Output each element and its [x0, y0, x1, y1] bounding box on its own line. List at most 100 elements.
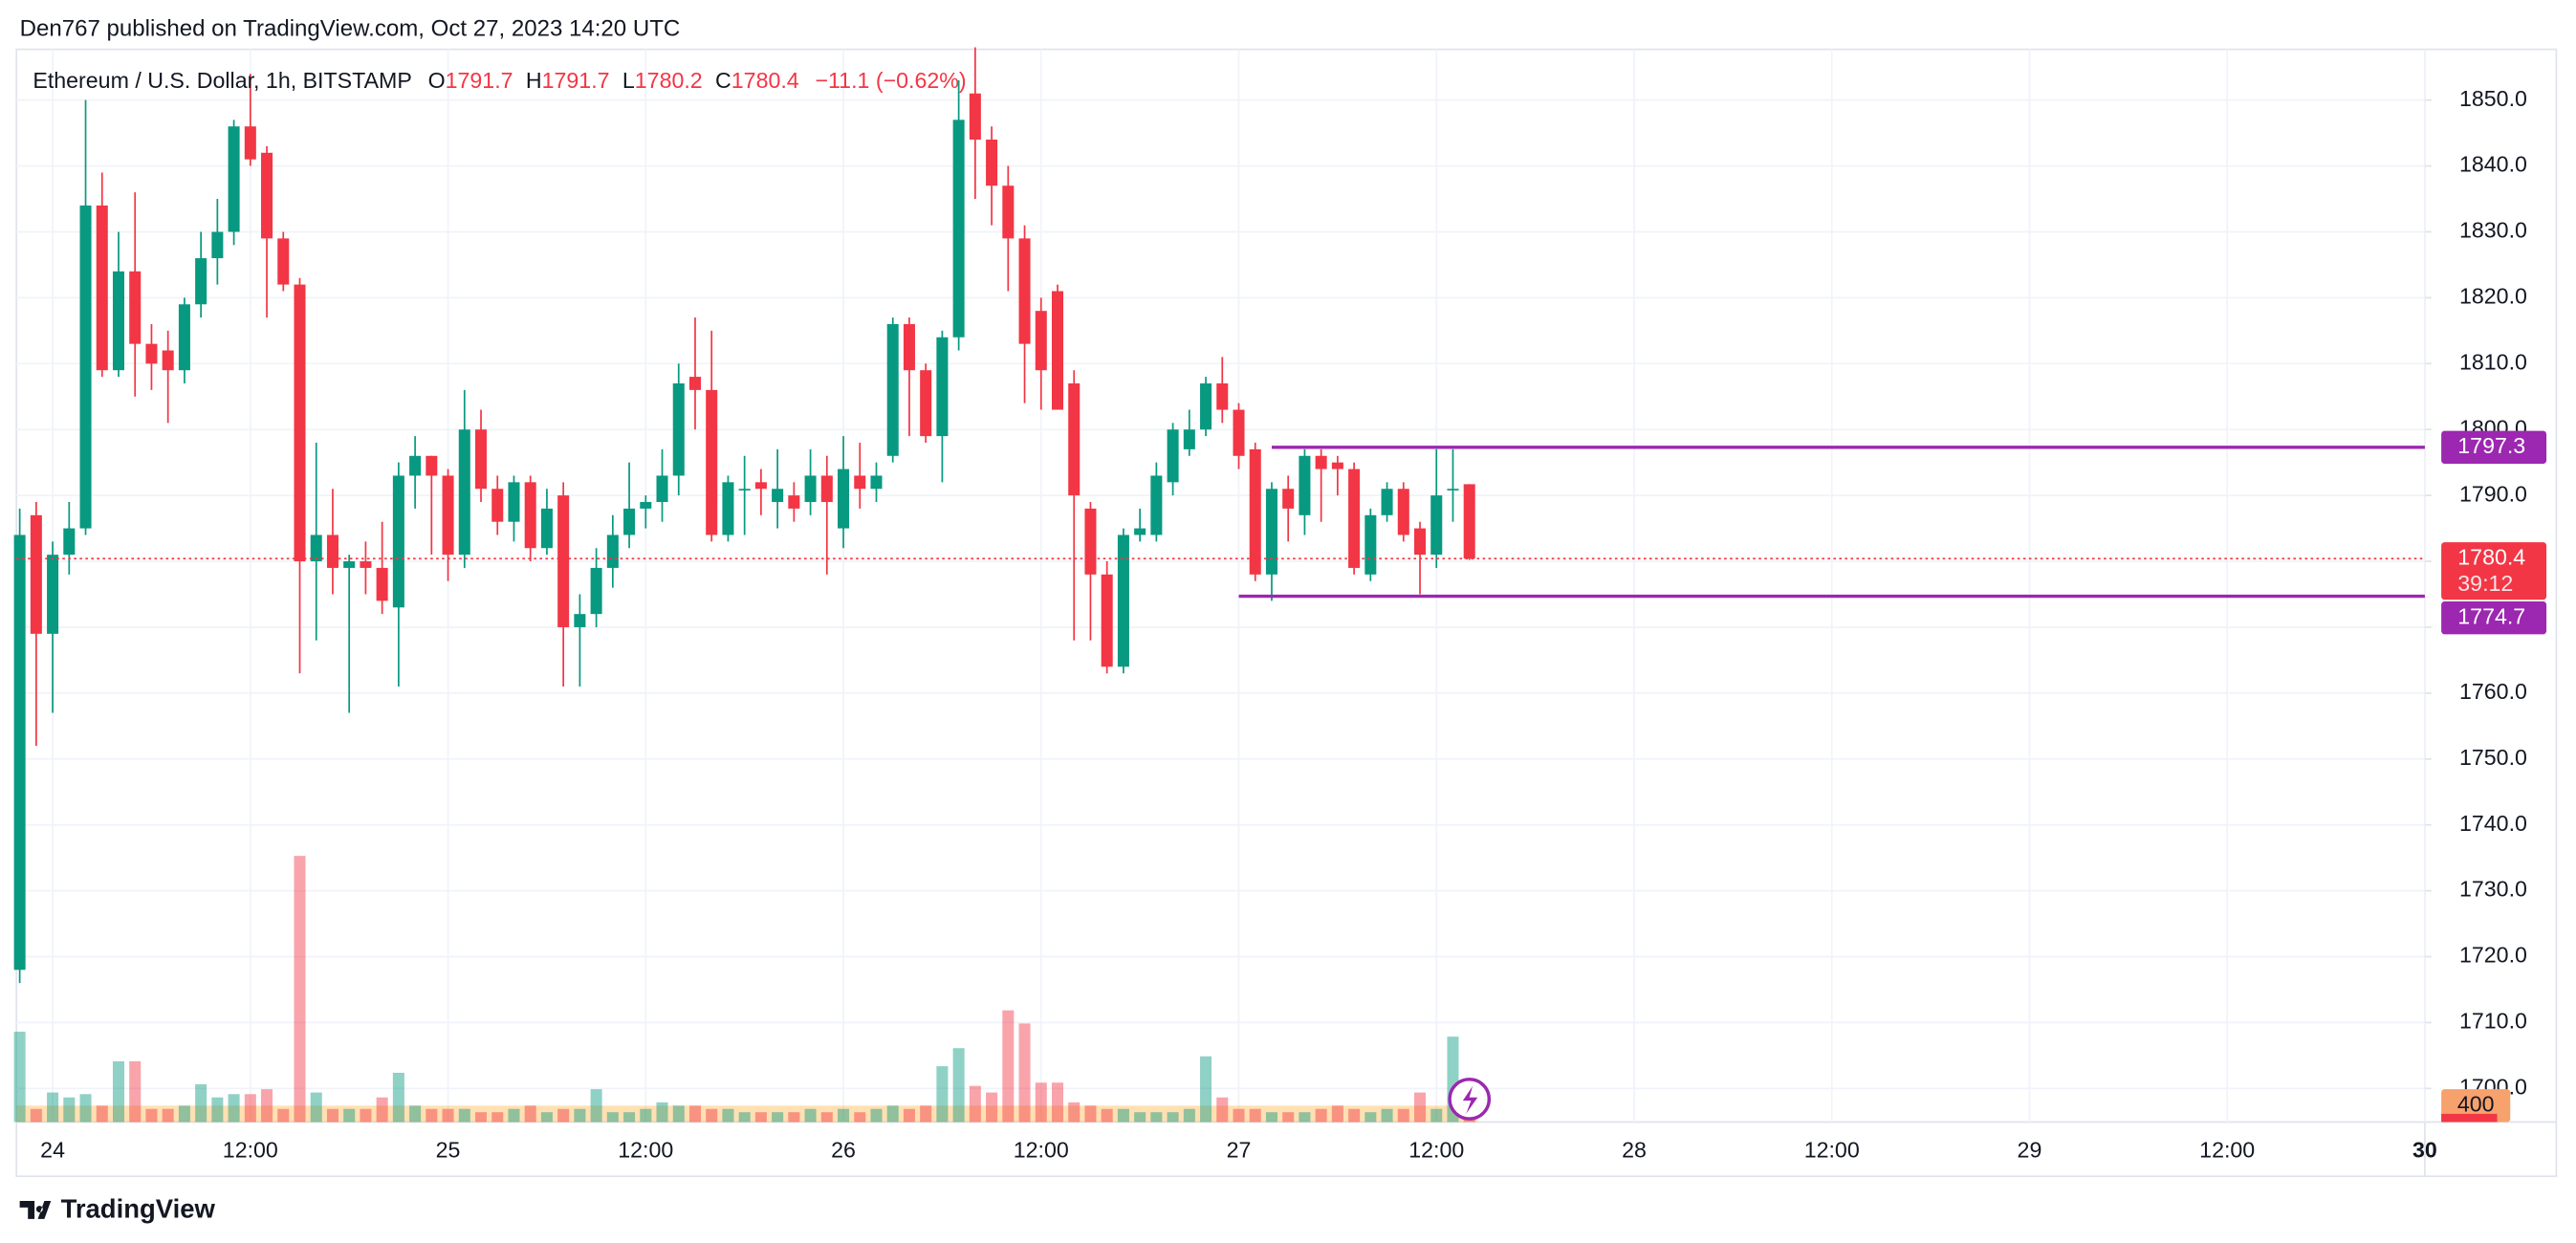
candle-body — [1134, 528, 1146, 535]
volume-bar — [178, 1105, 190, 1123]
volume-bar — [211, 1097, 224, 1123]
volume-bar — [804, 1108, 817, 1123]
candle-body — [870, 475, 883, 490]
volume-bar — [129, 1060, 142, 1123]
candle-body — [1265, 489, 1277, 575]
volume-bar — [228, 1094, 240, 1123]
overlay-layer: 1700.01710.01720.01730.01740.01750.01760… — [16, 86, 2547, 1163]
x-tick-label: 27 — [1227, 1138, 1252, 1163]
y-tick-label: 1840.0 — [2459, 152, 2527, 177]
y-tick-label: 1790.0 — [2459, 481, 2527, 506]
candle-body — [820, 475, 833, 503]
volume-bar — [1265, 1112, 1277, 1123]
candle-body — [574, 614, 586, 627]
volume-bar — [30, 1108, 42, 1123]
candle-body — [310, 534, 322, 562]
volume-bar — [1035, 1082, 1047, 1123]
x-tick-label: 12:00 — [1804, 1138, 1860, 1163]
volume-bar — [261, 1089, 273, 1123]
candle-body — [491, 489, 504, 522]
volume-bar — [1414, 1092, 1427, 1123]
volume-bar — [1200, 1056, 1212, 1123]
x-tick-label: 24 — [40, 1138, 65, 1163]
volume-bar — [590, 1089, 602, 1123]
candle-body — [1200, 382, 1212, 430]
volume-bar — [294, 856, 306, 1123]
candle-body — [540, 508, 553, 549]
level-price-box — [2441, 430, 2547, 465]
candle-body — [1002, 185, 1015, 239]
candle-body — [920, 370, 932, 437]
y-tick-label: 1810.0 — [2459, 349, 2527, 374]
volume-bar — [1183, 1108, 1195, 1123]
volume-bar — [1430, 1108, 1443, 1123]
candle-body — [1430, 495, 1443, 556]
candle-body — [1381, 489, 1393, 515]
volume-bar — [838, 1108, 850, 1123]
volume-bar — [1167, 1112, 1179, 1123]
candle-body — [936, 337, 949, 437]
brand-name: TradingView — [61, 1194, 216, 1224]
candle-body — [294, 284, 306, 562]
volume-bar — [244, 1094, 256, 1123]
volume-bar — [96, 1105, 108, 1123]
volume-bar — [392, 1072, 404, 1123]
ohlc-letter: O — [428, 68, 446, 93]
legend: Ethereum / U.S. Dollar, 1h, BITSTAMP O17… — [33, 68, 966, 93]
volume-bar — [1150, 1112, 1163, 1123]
volume-ma-label: 400 — [2457, 1091, 2495, 1116]
volume-bar — [343, 1108, 356, 1123]
volume-bar — [574, 1108, 586, 1123]
candle-body — [1233, 409, 1245, 456]
candle-body — [722, 482, 734, 535]
volume-bar — [442, 1108, 454, 1123]
y-tick-label: 1830.0 — [2459, 218, 2527, 243]
volume-bar — [1249, 1108, 1261, 1123]
candle-body — [343, 561, 356, 568]
volume-bar — [1282, 1112, 1295, 1123]
logo-mark — [19, 1200, 52, 1219]
candle-body — [211, 231, 224, 259]
candle-body — [1117, 534, 1129, 667]
last-price-label: 1780.4 — [2457, 544, 2525, 569]
candle-body — [1463, 484, 1475, 559]
candle-body — [376, 567, 388, 601]
y-tick-label: 1710.0 — [2459, 1009, 2527, 1034]
candle-body — [606, 534, 619, 568]
volume-ma-band — [16, 1105, 1478, 1123]
volume-bar — [540, 1112, 553, 1123]
candle-body — [244, 126, 256, 160]
y-tick-label: 1750.0 — [2459, 745, 2527, 770]
ohlc-value: 1791.7 — [446, 68, 513, 93]
symbol-title: Ethereum / U.S. Dollar, 1h, BITSTAMP — [33, 68, 411, 93]
candle-body — [672, 382, 685, 476]
ohlc-value: 1780.4 — [731, 68, 799, 93]
event-icon-bolt — [1462, 1085, 1478, 1114]
volume-bar — [1364, 1112, 1377, 1123]
candle-body — [886, 323, 899, 456]
y-tick-label: 1760.0 — [2459, 679, 2527, 704]
candle-body — [706, 389, 718, 535]
candle-body — [623, 508, 636, 535]
volume-bar — [969, 1085, 981, 1123]
candle-body — [788, 495, 800, 509]
volume-bar — [754, 1112, 767, 1123]
candle-body — [1364, 514, 1377, 575]
volume-bar — [1084, 1105, 1097, 1123]
volume-axis-marker — [2441, 1113, 2498, 1123]
candle-body — [952, 120, 965, 338]
candle-body — [195, 258, 207, 305]
candle-body — [1068, 382, 1081, 496]
candle-body — [178, 304, 190, 371]
volume-bar — [1101, 1108, 1113, 1123]
candle-body — [1216, 382, 1229, 410]
candle-body — [986, 139, 998, 186]
volume-bar — [886, 1105, 899, 1123]
volume-bar — [1397, 1108, 1409, 1123]
candle-body — [409, 455, 422, 476]
volume-bar — [1348, 1108, 1361, 1123]
volume-bar — [820, 1112, 833, 1123]
candle-body — [392, 475, 404, 608]
volume-bar — [920, 1105, 932, 1123]
volume-bar — [79, 1094, 92, 1123]
